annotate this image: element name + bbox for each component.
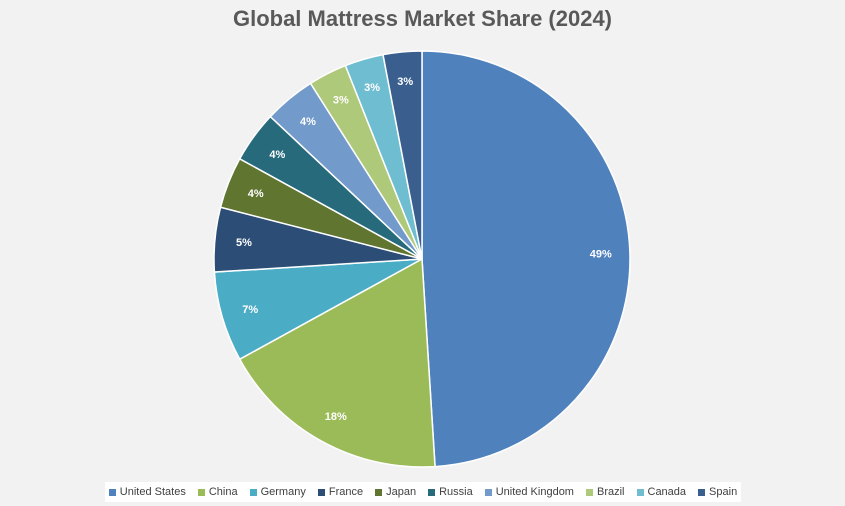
legend-label: Spain	[709, 486, 738, 498]
legend-label: Japan	[386, 486, 417, 498]
legend-swatch	[317, 488, 325, 496]
legend-label: Russia	[439, 486, 473, 498]
legend-label: China	[208, 486, 238, 498]
data-label: 4%	[300, 116, 316, 128]
data-label: 49%	[590, 248, 612, 260]
legend-swatch	[108, 488, 116, 496]
legend-swatch	[375, 488, 383, 496]
legend-label: United Kingdom	[495, 486, 574, 498]
data-label: 3%	[397, 76, 413, 88]
pie-slice-united-states	[421, 50, 631, 468]
legend-swatch	[636, 488, 644, 496]
legend-item: United States	[108, 486, 186, 498]
pie-slice-china	[238, 257, 436, 468]
pie-slice-spain	[382, 50, 423, 260]
legend-item: France	[317, 486, 364, 498]
data-label: 3%	[364, 82, 380, 94]
legend-item: Japan	[375, 486, 416, 498]
legend-item: Russia	[428, 486, 473, 498]
legend-swatch	[585, 488, 593, 496]
data-label: 3%	[333, 95, 349, 107]
legend-item: Canada	[636, 486, 687, 498]
legend-swatch	[249, 488, 257, 496]
legend-item: Spain	[698, 486, 737, 498]
legend-item: Germany	[249, 486, 306, 498]
legend-item: United Kingdom	[484, 486, 574, 498]
data-label: 4%	[248, 188, 264, 200]
legend-item: Brazil	[585, 486, 625, 498]
data-label: 7%	[242, 304, 258, 316]
legend-label: Canada	[647, 486, 687, 498]
legend-label: United States	[119, 486, 186, 498]
legend-item: China	[197, 486, 238, 498]
legend: United States China Germany France Japan Russ…	[105, 482, 741, 502]
legend-swatch	[197, 488, 205, 496]
legend-swatch	[484, 488, 492, 496]
legend-label: Brazil	[596, 486, 625, 498]
data-label: 4%	[269, 149, 285, 161]
legend-label: Germany	[260, 486, 306, 498]
data-label: 5%	[236, 237, 252, 249]
legend-label: France	[328, 486, 364, 498]
chart-title: Global Mattress Market Share (2024)	[232, 6, 613, 31]
legend-swatch	[428, 488, 436, 496]
legend-swatch	[698, 488, 706, 496]
data-label: 18%	[325, 411, 347, 423]
